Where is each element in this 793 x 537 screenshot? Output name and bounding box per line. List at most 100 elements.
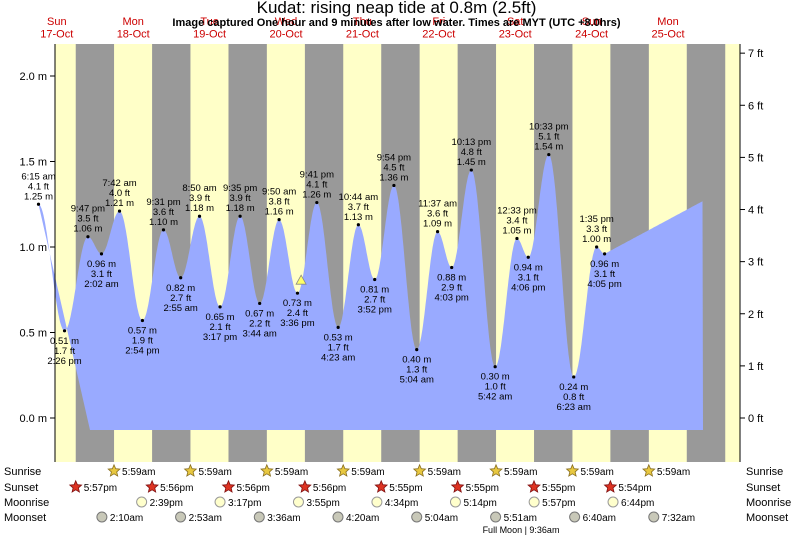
almanac-row-label-left: Sunset	[4, 482, 38, 494]
extreme-point	[258, 301, 262, 306]
sunset-time: 5:55pm	[542, 483, 575, 494]
extreme-label: 5.1 ft	[538, 132, 559, 143]
day-name-label: Fri	[432, 16, 445, 28]
sunrise-time: 5:59am	[504, 467, 537, 478]
moonset-icon	[175, 511, 187, 523]
extreme-point	[526, 255, 530, 259]
extreme-label: 2.9 ft	[441, 283, 462, 294]
day-name-label: Tue	[200, 16, 219, 28]
moonrise-time: 5:14pm	[463, 498, 496, 509]
sunrise-icon	[412, 463, 427, 477]
day-date-label: 20-Oct	[269, 29, 302, 41]
y-tick-label-m: 0.0 m	[19, 413, 47, 425]
extreme-point	[450, 265, 454, 270]
y-tick-label-ft: 7 ft	[748, 48, 763, 60]
extreme-label: 3.9 ft	[230, 193, 251, 204]
almanac-rows: Sunrise Sunrise Sunset Sunset Moonrise Moonri…	[4, 463, 791, 535]
extreme-label: 1.3 ft	[406, 365, 427, 376]
sunrise-icon	[642, 463, 656, 477]
extreme-point	[238, 214, 242, 218]
extreme-label: 3.9 ft	[189, 193, 210, 204]
moonset-time: 6:40am	[583, 513, 616, 524]
sunset-time: 5:55pm	[389, 483, 422, 494]
extreme-label: 10:13 pm	[452, 137, 492, 148]
y-tick-label-m: 2.0 m	[19, 71, 47, 83]
y-tick-label-m: 1.0 m	[19, 242, 47, 254]
current-tide-marker	[295, 274, 307, 285]
extreme-point	[392, 183, 396, 188]
extreme-label: 12:33 pm	[497, 205, 537, 216]
extreme-label: 4.1 ft	[306, 180, 327, 191]
almanac-row-label-right: Sunset	[746, 482, 780, 494]
extreme-label: 4.1 ft	[28, 181, 49, 192]
moonrise-time: 2:39pm	[150, 498, 183, 509]
moonset-icon	[648, 511, 660, 523]
day-date-label: 22-Oct	[422, 29, 455, 41]
extreme-point	[602, 252, 607, 256]
extreme-point	[373, 277, 377, 282]
day-name-label: Sun	[47, 16, 67, 28]
extreme-label: 6:23 am	[557, 402, 591, 413]
extreme-point	[179, 276, 183, 280]
day-date-label: 23-Oct	[499, 29, 532, 41]
extreme-label: 2:55 am	[164, 303, 198, 314]
moonrise-time: 3:17pm	[228, 498, 261, 509]
extreme-label: 4.0 ft	[109, 188, 130, 199]
day-name-label: Sat	[507, 16, 524, 28]
sunset-time: 5:55pm	[466, 483, 499, 494]
sunset-icon	[68, 479, 83, 493]
moonrise-icon	[528, 496, 540, 508]
extreme-label: 0.57 m	[128, 326, 157, 337]
y-tick-label-ft: 5 ft	[748, 152, 763, 164]
extreme-label: 1.25 m	[24, 191, 53, 202]
moonrise-icon	[607, 496, 619, 508]
sunset-time: 5:54pm	[618, 483, 651, 494]
extreme-label: 2.1 ft	[209, 322, 230, 333]
y-tick-label-ft: 1 ft	[748, 361, 763, 373]
moonrise-time: 5:57pm	[542, 498, 575, 509]
full-moon-label: Full Moon | 9:36am	[483, 525, 560, 535]
extreme-label: 1.21 m	[105, 198, 134, 209]
sunrise-icon	[107, 463, 121, 477]
extreme-label: 9:41 pm	[300, 170, 334, 181]
extreme-label: 5:42 am	[478, 392, 512, 403]
extreme-label: 3.3 ft	[586, 224, 607, 235]
extreme-point	[140, 318, 145, 323]
extreme-point	[493, 365, 497, 369]
extreme-label: 0.67 m	[245, 308, 274, 319]
axes: 0.0 m 0.5 m 1.0 m 1.5 m 2.0 m 0 ft 1 ft 2 ft 3 f…	[19, 16, 763, 462]
extreme-label: 2:02 am	[84, 279, 118, 290]
y-tick-label-m: 1.5 m	[19, 157, 47, 169]
extreme-point	[197, 214, 202, 218]
extreme-label: 9:35 pm	[223, 183, 257, 194]
extreme-label: 4.5 ft	[383, 162, 404, 173]
extreme-label: 3.1 ft	[91, 269, 112, 280]
sunset-icon	[374, 479, 389, 493]
extreme-label: 4:03 pm	[435, 293, 469, 304]
sunrise-icon	[565, 463, 580, 477]
extreme-label: 1.05 m	[502, 225, 531, 236]
moonrise-icon	[292, 496, 304, 508]
extreme-point	[595, 245, 599, 249]
sunset-icon	[527, 479, 541, 493]
extreme-label: 2.7 ft	[364, 294, 385, 305]
y-tick-label-ft: 3 ft	[748, 257, 763, 269]
extreme-label: 0.96 m	[590, 259, 619, 270]
extreme-label: 1.00 m	[582, 234, 611, 245]
sunset-time: 5:56pm	[313, 483, 346, 494]
extreme-label: 1.18 m	[226, 203, 255, 214]
extreme-point	[86, 235, 90, 239]
moonrise-time: 4:34pm	[385, 498, 418, 509]
extreme-label: 1.45 m	[457, 157, 486, 168]
day-date-label: 17-Oct	[40, 29, 73, 41]
chart-subtitle: Image captured One hour and 9 minutes af…	[172, 17, 621, 29]
extreme-label: 0.65 m	[206, 312, 235, 323]
extreme-label: 3.6 ft	[427, 209, 448, 220]
extreme-label: 1.26 m	[302, 190, 331, 201]
extreme-point	[161, 228, 166, 232]
sunset-icon	[145, 479, 159, 493]
extreme-label: 1.36 m	[379, 172, 408, 183]
extreme-label: 1.10 m	[149, 217, 178, 228]
y-tick-label-m: 0.5 m	[19, 328, 47, 340]
